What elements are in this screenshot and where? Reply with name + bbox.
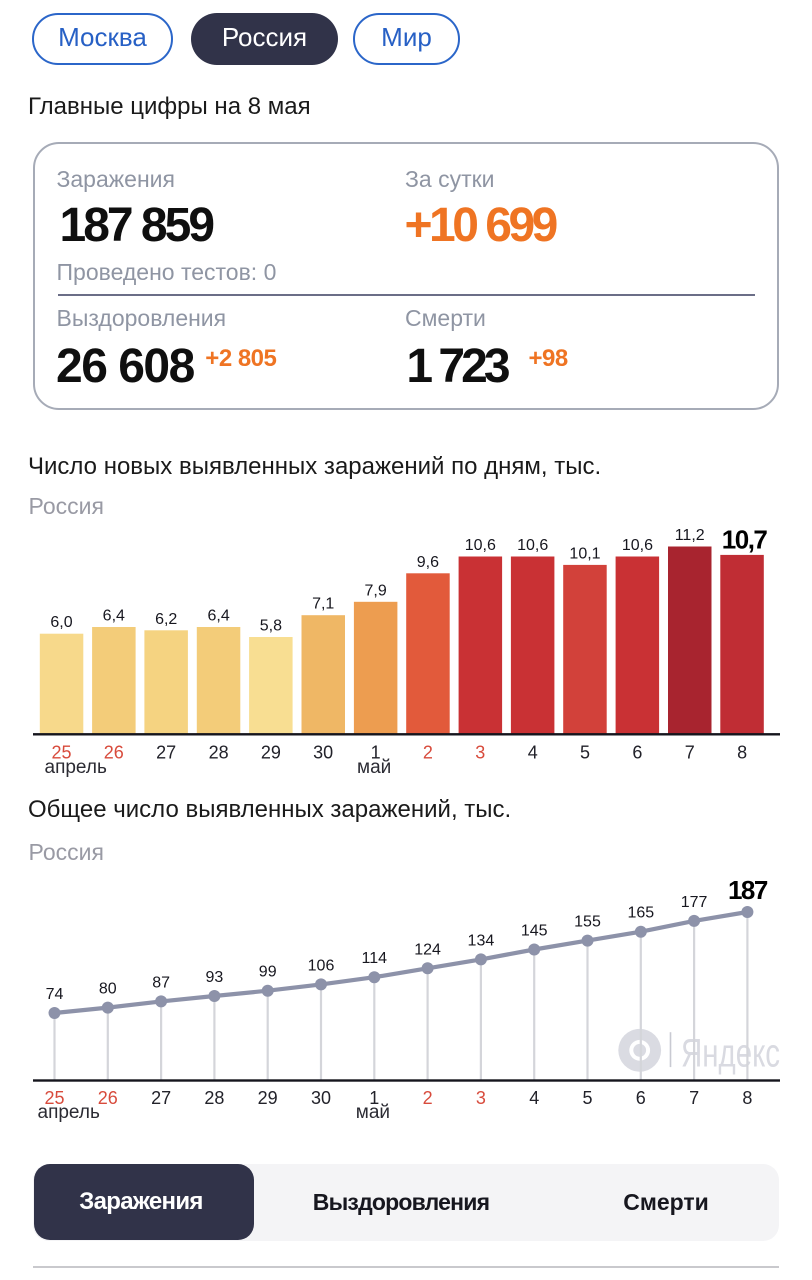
svg-text:4: 4 (529, 1088, 539, 1108)
svg-text:114: 114 (362, 950, 388, 967)
svg-text:93: 93 (206, 969, 224, 986)
svg-text:3: 3 (475, 742, 485, 762)
svg-text:май: май (356, 1102, 390, 1123)
svg-text:1: 1 (371, 742, 381, 762)
svg-text:Яндекс: Яндекс (681, 1032, 780, 1076)
svg-text:10,6: 10,6 (465, 537, 496, 554)
svg-text:177: 177 (681, 894, 708, 911)
svg-text:155: 155 (574, 914, 601, 931)
svg-text:106: 106 (308, 957, 335, 974)
svg-text:27: 27 (151, 1088, 171, 1108)
svg-text:28: 28 (209, 742, 229, 762)
svg-text:10,1: 10,1 (569, 545, 600, 562)
svg-text:май: май (357, 757, 391, 778)
svg-text:5,8: 5,8 (260, 618, 282, 635)
svg-text:26: 26 (104, 742, 124, 762)
svg-text:6: 6 (636, 1088, 646, 1108)
svg-text:25: 25 (44, 1088, 64, 1108)
svg-text:25: 25 (51, 742, 71, 762)
svg-text:2: 2 (423, 1088, 433, 1108)
svg-text:3: 3 (476, 1088, 486, 1108)
svg-text:7: 7 (689, 1088, 699, 1108)
svg-text:30: 30 (313, 742, 333, 762)
svg-text:87: 87 (152, 974, 170, 991)
svg-text:5: 5 (580, 742, 590, 762)
svg-text:5: 5 (582, 1088, 592, 1108)
svg-text:124: 124 (414, 941, 441, 958)
svg-text:апрель: апрель (38, 1102, 100, 1123)
svg-text:8: 8 (737, 742, 747, 762)
svg-text:7,1: 7,1 (312, 596, 334, 613)
svg-text:10,6: 10,6 (517, 537, 548, 554)
svg-text:1: 1 (369, 1088, 379, 1108)
svg-text:6,4: 6,4 (207, 608, 229, 625)
svg-text:29: 29 (258, 1088, 278, 1108)
svg-text:134: 134 (468, 932, 495, 949)
svg-text:10,6: 10,6 (622, 537, 653, 554)
svg-text:4: 4 (528, 742, 538, 762)
svg-text:7: 7 (685, 742, 695, 762)
svg-text:74: 74 (46, 986, 64, 1003)
svg-text:27: 27 (156, 742, 176, 762)
svg-text:10,7: 10,7 (722, 524, 768, 554)
svg-text:апрель: апрель (45, 757, 107, 778)
svg-text:80: 80 (99, 981, 117, 998)
svg-text:26: 26 (98, 1088, 118, 1108)
svg-text:29: 29 (261, 742, 281, 762)
svg-text:187: 187 (728, 875, 768, 905)
svg-text:165: 165 (627, 905, 654, 922)
svg-text:6,0: 6,0 (50, 614, 72, 631)
svg-text:7,9: 7,9 (364, 582, 386, 599)
svg-text:2: 2 (423, 742, 433, 762)
svg-text:9,6: 9,6 (417, 554, 439, 571)
svg-text:28: 28 (204, 1088, 224, 1108)
svg-text:99: 99 (259, 964, 277, 981)
svg-text:6: 6 (632, 742, 642, 762)
svg-text:6,4: 6,4 (103, 608, 125, 625)
svg-text:11,2: 11,2 (675, 527, 705, 544)
svg-text:145: 145 (521, 923, 548, 940)
svg-text:30: 30 (311, 1088, 331, 1108)
svg-text:6,2: 6,2 (155, 611, 177, 628)
svg-text:8: 8 (742, 1088, 752, 1108)
